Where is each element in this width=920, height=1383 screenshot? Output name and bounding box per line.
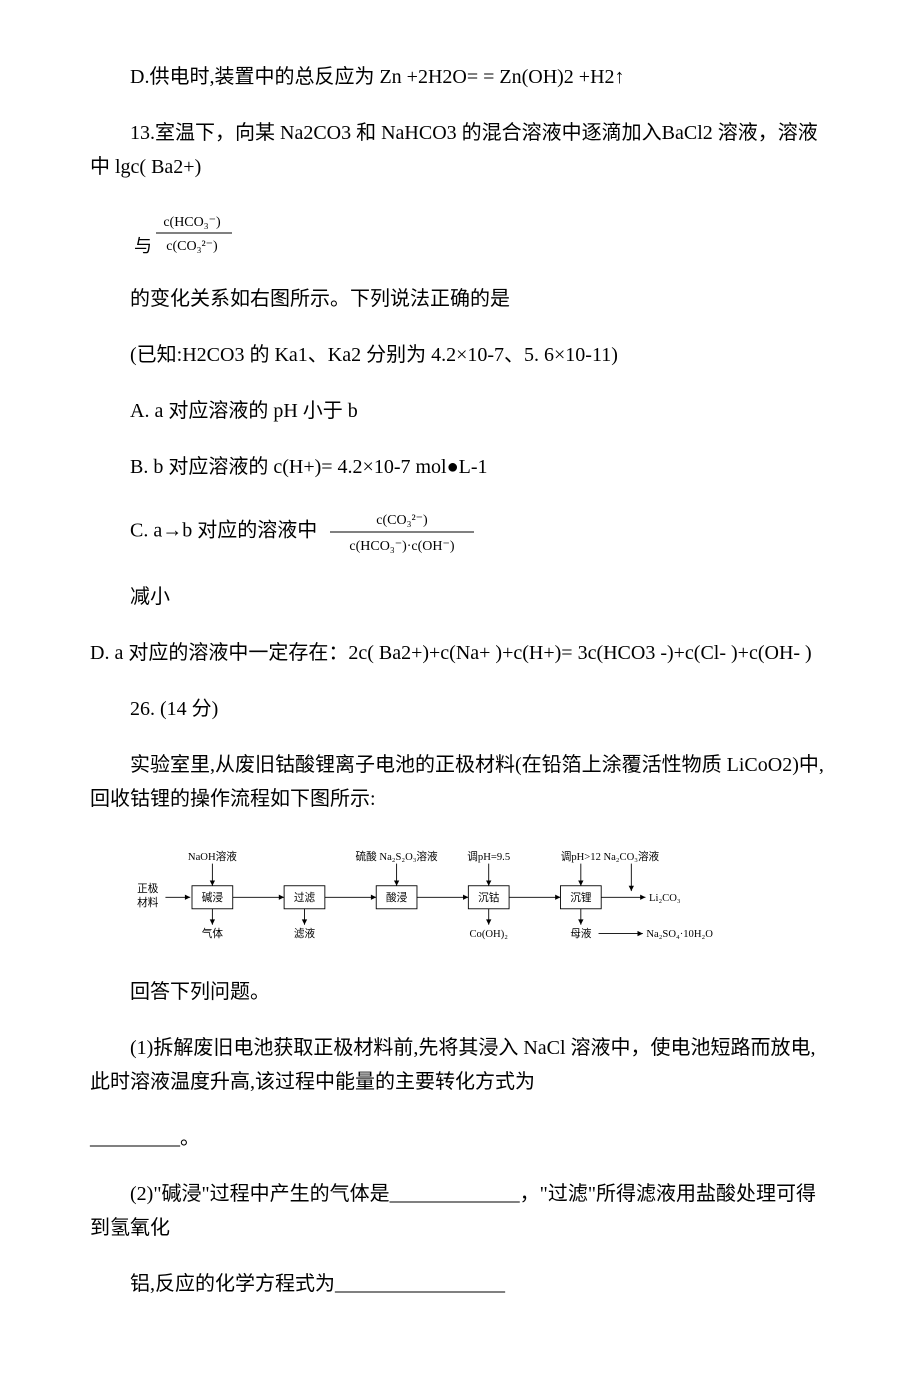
q26-part2-pre: (2)"碱浸"过程中产生的气体是 bbox=[130, 1183, 390, 1205]
svg-text:硫酸 Na₂S₂O₃溶液: 硫酸 Na₂S₂O₃溶液 bbox=[356, 850, 439, 863]
svg-text:酸浸: 酸浸 bbox=[386, 891, 408, 904]
svg-text:与: 与 bbox=[134, 236, 152, 256]
svg-text:材料: 材料 bbox=[137, 896, 159, 909]
q13-frac1-row: 与 c(HCO₃⁻) c(CO₃²⁻) bbox=[90, 206, 830, 260]
q26-part1-suffix: 。 bbox=[180, 1127, 200, 1149]
flowchart-icon: 正极材料 NaOH溶液碱浸气体 过滤滤液 硫酸 Na₂S₂O₃溶液酸浸 调pH=9.5 沉… bbox=[130, 838, 750, 953]
svg-text:调pH=9.5: 调pH=9.5 bbox=[467, 851, 510, 863]
q26-part2-blank2: _________________ bbox=[335, 1273, 505, 1295]
q26-part1-blank-row: _________。 bbox=[90, 1121, 830, 1155]
fraction-hco3-co3-icon: 与 c(HCO₃⁻) c(CO₃²⁻) bbox=[130, 206, 250, 260]
svg-text:正极: 正极 bbox=[137, 882, 159, 895]
svg-text:NaOH溶液: NaOH溶液 bbox=[188, 850, 237, 863]
svg-text:碱浸: 碱浸 bbox=[202, 892, 224, 904]
svg-text:调pH>12: 调pH>12 bbox=[561, 851, 601, 863]
svg-text:c(CO₃²⁻): c(CO₃²⁻) bbox=[376, 513, 428, 528]
q13-option-c-after: 减小 bbox=[90, 580, 830, 614]
q26-part2-row: (2)"碱浸"过程中产生的气体是_____________，"过滤"所得滤液用盐… bbox=[90, 1177, 830, 1245]
svg-text:c(HCO₃⁻)·c(OH⁻): c(HCO₃⁻)·c(OH⁻) bbox=[350, 539, 456, 554]
q13-optc-pre: C. a→b 对应的溶液中 bbox=[130, 520, 317, 542]
q13-option-a: A. a 对应溶液的 pH 小于 b bbox=[90, 394, 830, 428]
svg-text:Co(OH)₂: Co(OH)₂ bbox=[469, 929, 508, 940]
svg-text:Na₂CO₃溶液: Na₂CO₃溶液 bbox=[603, 850, 659, 863]
q26-flowchart: 正极材料 NaOH溶液碱浸气体 过滤滤液 硫酸 Na₂S₂O₃溶液酸浸 调pH=9.5 沉… bbox=[90, 838, 830, 953]
q26-part1: (1)拆解废旧电池获取正极材料前,先将其浸入 NaCl 溶液中，使电池短路而放电… bbox=[90, 1031, 830, 1099]
svg-text:母液: 母液 bbox=[570, 927, 592, 940]
q13-known: (已知:H2CO3 的 Ka1、Ka2 分别为 4.2×10-7、5. 6×10… bbox=[90, 338, 830, 372]
svg-text:过滤: 过滤 bbox=[294, 891, 316, 904]
q26-part1-pre: (1)拆解废旧电池获取正极材料前,先将其浸入 NaCl 溶液中，使电池短路而放电… bbox=[90, 1037, 816, 1093]
svg-text:沉锂: 沉锂 bbox=[570, 891, 592, 904]
svg-text:Na₂SO₄·10H₂O: Na₂SO₄·10H₂O bbox=[646, 929, 713, 940]
q12-option-d: D.供电时,装置中的总反应为 Zn +2H2O= = Zn(OH)2 +H2↑ bbox=[90, 60, 830, 94]
q13-stem: 13.室温下，向某 Na2CO3 和 NaHCO3 的混合溶液中逐滴加入BaCl… bbox=[90, 116, 830, 184]
q26-part1-blank: _________ bbox=[90, 1127, 180, 1149]
q26-part2-line3-pre: 铝,反应的化学方程式为 bbox=[130, 1273, 335, 1295]
q26-answer-head: 回答下列问题。 bbox=[90, 975, 830, 1009]
svg-text:c(HCO₃⁻): c(HCO₃⁻) bbox=[163, 215, 221, 230]
q26-part2-line3: 铝,反应的化学方程式为_________________ bbox=[90, 1267, 830, 1301]
svg-text:滤液: 滤液 bbox=[294, 927, 316, 940]
q26-intro: 实验室里,从废旧钴酸锂离子电池的正极材料(在铅箔上涂覆活性物质 LiCoO2)中… bbox=[90, 748, 830, 816]
q26-part2-blank1: _____________ bbox=[390, 1183, 520, 1205]
q13-line2: 的变化关系如右图所示。下列说法正确的是 bbox=[90, 282, 830, 316]
svg-text:沉钴: 沉钴 bbox=[478, 891, 500, 904]
fraction-co3-hco3oh-icon: c(CO₃²⁻) c(HCO₃⁻)·c(OH⁻) bbox=[322, 506, 482, 558]
q13-option-d: D. a 对应的溶液中一定存在：2c( Ba2+)+c(Na+ )+c(H+)=… bbox=[90, 636, 830, 670]
svg-text:气体: 气体 bbox=[202, 927, 224, 940]
svg-text:Li₂CO₃: Li₂CO₃ bbox=[649, 893, 681, 904]
q13-option-b: B. b 对应溶液的 c(H+)= 4.2×10-7 mol●L-1 bbox=[90, 450, 830, 484]
svg-text:c(CO₃²⁻): c(CO₃²⁻) bbox=[166, 239, 218, 254]
q13-option-c-row: C. a→b 对应的溶液中 c(CO₃²⁻) c(HCO₃⁻)·c(OH⁻) bbox=[90, 506, 830, 558]
q26-head: 26. (14 分) bbox=[90, 692, 830, 726]
